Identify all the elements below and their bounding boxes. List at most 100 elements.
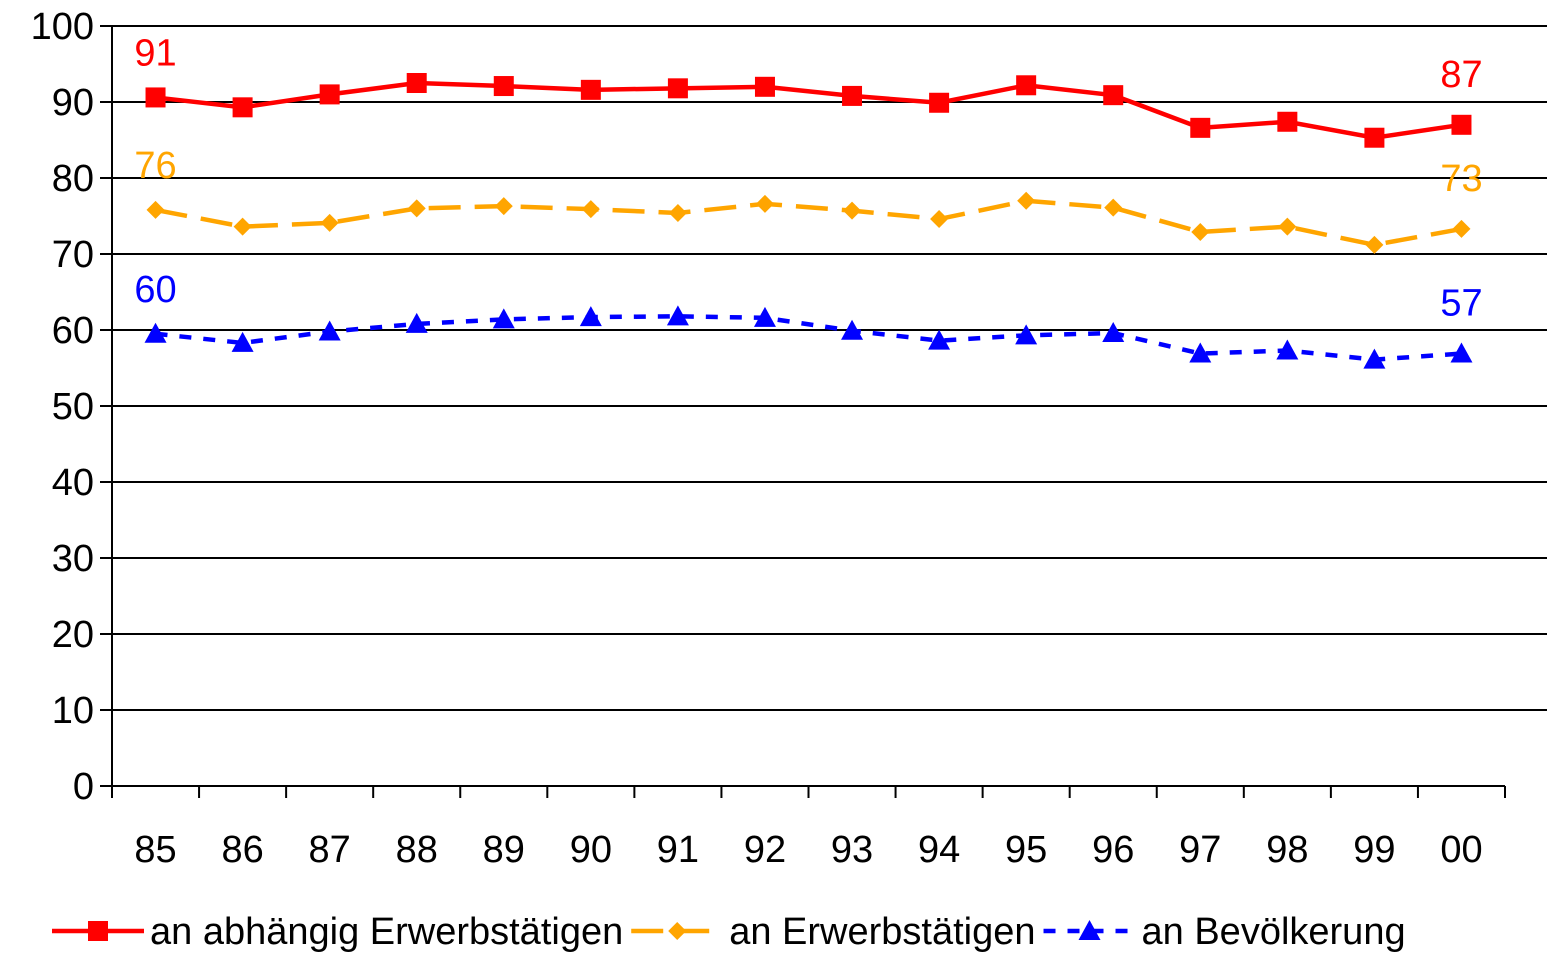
y-tick-label: 100 — [31, 6, 94, 48]
x-tick-label-96: 96 — [1092, 829, 1134, 871]
series-lines — [144, 73, 1473, 369]
data-point — [231, 331, 254, 352]
y-tick-label: 70 — [52, 234, 94, 276]
data-point — [667, 78, 688, 99]
data-point — [930, 210, 949, 229]
y-tick-label: 0 — [73, 766, 94, 808]
x-tick-label-85: 85 — [134, 829, 176, 871]
legend-item-2: an Bevölkerung — [1043, 911, 1406, 953]
y-tick-label: 40 — [52, 462, 94, 504]
data-point — [1277, 111, 1298, 132]
data-point — [318, 320, 341, 341]
y-tick-label: 60 — [52, 310, 94, 352]
data-point — [319, 84, 340, 105]
data-point — [1191, 222, 1210, 241]
data-point — [1015, 324, 1038, 345]
legend-marker — [668, 922, 687, 940]
data-point — [1017, 191, 1036, 210]
x-tick-label-97: 97 — [1179, 829, 1221, 871]
data-point — [1104, 198, 1123, 217]
axes: 0 10 20 30 40 50 60 70 80 90 100 85 86 87 88 89 90 91 92 93… — [31, 6, 1506, 871]
series-line-1 — [155, 198, 1462, 248]
data-point — [1452, 219, 1471, 238]
data-point — [580, 79, 601, 100]
x-tick-label-99: 99 — [1353, 829, 1395, 871]
data-point — [1189, 342, 1212, 363]
data-labels: 91 87 76 73 60 57 — [134, 32, 1482, 324]
data-point — [581, 200, 600, 219]
data-point — [146, 200, 165, 219]
data-point — [145, 87, 166, 108]
data-point — [841, 319, 864, 340]
series-line-2 — [155, 314, 1462, 362]
legend-marker — [88, 921, 108, 941]
x-tick-label-00: 00 — [1440, 829, 1482, 871]
data-point — [1103, 85, 1124, 106]
x-tick-label-91: 91 — [657, 829, 699, 871]
legend-label: an abhängig Erwerbstätigen — [150, 911, 623, 953]
end-label-0: 87 — [1440, 54, 1482, 96]
data-point — [668, 203, 687, 222]
x-tick-label-87: 87 — [309, 829, 351, 871]
data-point — [232, 97, 253, 118]
data-point — [755, 194, 774, 213]
y-tick-label: 10 — [52, 690, 94, 732]
x-tick-label-88: 88 — [396, 829, 438, 871]
data-point — [407, 199, 426, 218]
data-point — [666, 305, 689, 326]
y-tick-label: 80 — [52, 158, 94, 200]
data-point — [842, 85, 863, 106]
data-point — [1190, 117, 1211, 138]
data-point — [494, 197, 513, 216]
data-point — [233, 217, 252, 236]
end-label-1: 73 — [1440, 158, 1482, 200]
data-point — [492, 308, 515, 329]
y-tick-label: 20 — [52, 614, 94, 656]
series-1 — [146, 191, 1471, 254]
start-label-2: 60 — [134, 269, 176, 311]
data-point — [1364, 127, 1385, 148]
data-point — [406, 73, 427, 93]
legend-marker — [1078, 920, 1101, 940]
y-tick-label: 50 — [52, 386, 94, 428]
y-tick-label: 90 — [52, 82, 94, 124]
x-tick-label-94: 94 — [918, 829, 960, 871]
data-point — [929, 92, 950, 113]
x-tick-label-93: 93 — [831, 829, 873, 871]
data-point — [1451, 114, 1472, 135]
x-tick-label-92: 92 — [744, 829, 786, 871]
start-label-1: 76 — [134, 145, 176, 187]
x-tick-label-90: 90 — [570, 829, 612, 871]
data-point — [1276, 339, 1299, 360]
data-point — [405, 312, 428, 333]
data-point — [144, 322, 167, 343]
legend: an abhängig Erwerbstätigen an Erwerbstäti… — [52, 911, 1406, 953]
series-0 — [145, 73, 1472, 148]
data-point — [1016, 75, 1037, 96]
y-tick-label: 30 — [52, 538, 94, 580]
legend-label: an Bevölkerung — [1142, 911, 1406, 953]
data-point — [843, 201, 862, 220]
legend-item-0: an abhängig Erwerbstätigen — [52, 911, 623, 953]
series-line-0 — [155, 80, 1462, 141]
data-point — [320, 213, 339, 232]
legend-item-1: an Erwerbstätigen — [631, 911, 1036, 953]
x-tick-label-86: 86 — [221, 829, 263, 871]
legend-label: an Erwerbstätigen — [729, 911, 1035, 953]
x-tick-label-89: 89 — [483, 829, 525, 871]
data-point — [753, 306, 776, 327]
data-point — [1365, 235, 1384, 254]
end-label-2: 57 — [1440, 283, 1482, 325]
data-point — [1363, 348, 1386, 369]
x-tick-label-98: 98 — [1266, 829, 1308, 871]
series-2 — [144, 305, 1473, 369]
data-point — [754, 76, 775, 97]
data-point — [1102, 322, 1125, 343]
data-point — [1450, 342, 1473, 363]
data-point — [579, 306, 602, 327]
x-tick-label-95: 95 — [1005, 829, 1047, 871]
data-point — [928, 329, 951, 350]
data-point — [1278, 217, 1297, 236]
start-label-0: 91 — [134, 32, 176, 74]
